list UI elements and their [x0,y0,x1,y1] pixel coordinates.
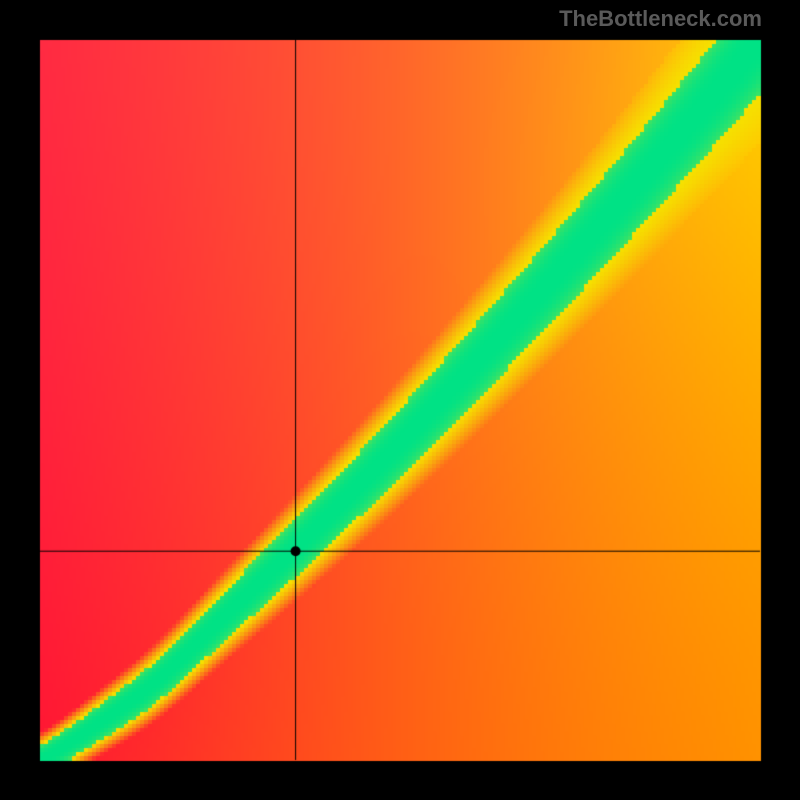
chart-container: { "watermark": { "text": "TheBottleneck.… [0,0,800,800]
watermark-text: TheBottleneck.com [559,6,762,32]
bottleneck-heatmap [0,0,800,800]
